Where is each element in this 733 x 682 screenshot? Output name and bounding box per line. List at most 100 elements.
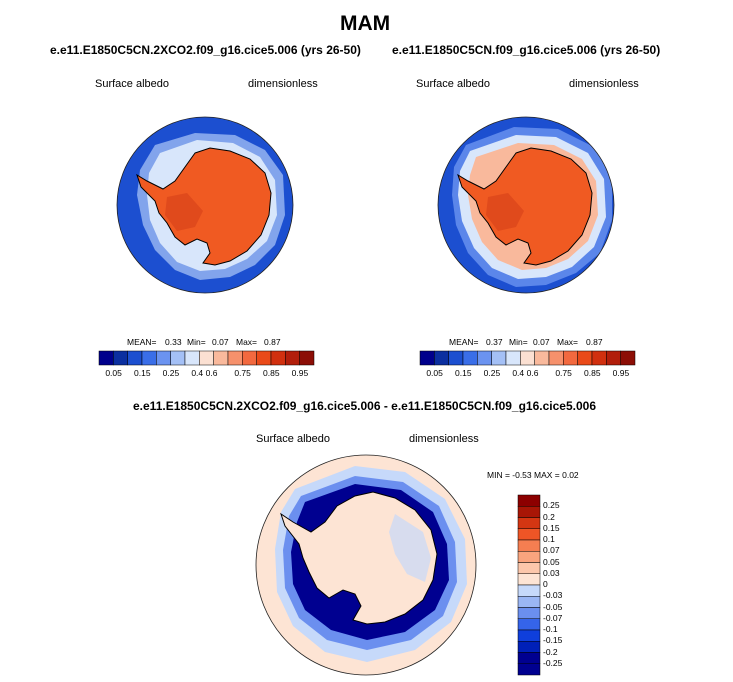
colorbar-swatch <box>517 641 541 653</box>
colorbar-tick-label: 0.05 <box>543 556 560 567</box>
colorbar-tick-label: 0.95 <box>612 368 630 378</box>
colorbar-swatch <box>517 652 541 664</box>
colorbar-swatch <box>98 350 114 366</box>
colorbar-tick-label: 0.1 <box>543 534 555 544</box>
colorbar-swatch <box>213 350 229 366</box>
panel2-polar-map <box>437 116 615 294</box>
colorbar-swatch <box>517 584 541 597</box>
colorbar-tick-label: -0.03 <box>543 590 563 601</box>
colorbar-swatch <box>548 350 564 366</box>
panel3-polar-map <box>255 454 477 676</box>
colorbar-tick-label: 0.75 <box>234 368 251 378</box>
colorbar-swatch <box>434 350 449 366</box>
colorbar-swatch <box>517 663 541 676</box>
panel3-colorbar <box>517 494 541 676</box>
colorbar-swatch <box>242 350 257 366</box>
colorbar-swatch <box>517 573 541 586</box>
panel2-variable-label: Surface albedo <box>416 78 490 90</box>
colorbar-tick-label: 0.15 <box>134 368 151 378</box>
colorbar-swatch <box>270 350 286 366</box>
colorbar-tick-label: 0.75 <box>555 368 572 378</box>
colorbar-tick-label: 0.03 <box>543 567 560 578</box>
panel2-ice-shelf <box>486 193 524 231</box>
colorbar-tick-label: 0.25 <box>483 368 501 378</box>
panel1-min-label: Min= <box>187 337 206 347</box>
colorbar-swatch <box>517 539 541 552</box>
colorbar-swatch <box>517 607 541 619</box>
colorbar-swatch <box>448 350 464 366</box>
colorbar-tick-label: 0.05 <box>426 368 443 378</box>
colorbar-tick-label: 0.25 <box>543 500 560 511</box>
panel1-max-label: Max= <box>236 337 258 347</box>
colorbar-swatch <box>517 618 541 631</box>
colorbar-swatch <box>113 350 128 366</box>
colorbar-tick-label: -0.2 <box>543 646 558 657</box>
colorbar-tick-label: 0.05 <box>105 368 122 378</box>
colorbar-swatch <box>534 350 550 366</box>
colorbar-swatch <box>170 350 186 366</box>
colorbar-tick-label: 0.25 <box>162 368 180 378</box>
panel1-polar-map <box>116 116 294 294</box>
colorbar-tick-label: 0.07 <box>543 545 560 556</box>
colorbar-tick-label: -0.15 <box>543 635 563 646</box>
panel2-colorbar <box>419 350 636 366</box>
panel1-title: e.e11.E1850C5CN.2XCO2.f09_g16.cice5.006 … <box>50 43 361 57</box>
panel3-units-label: dimensionless <box>409 433 479 445</box>
panel3-title: e.e11.E1850C5CN.2XCO2.f09_g16.cice5.006 … <box>133 399 596 413</box>
panel2-mean-label: MEAN= <box>449 337 479 347</box>
panel1-mean-label: MEAN= <box>127 337 157 347</box>
panel2-min-label: Min= <box>509 337 528 347</box>
colorbar-swatch <box>591 350 607 366</box>
panel2-mean-value: 0.37 <box>486 337 503 347</box>
panel2-title: e.e11.E1850C5CN.f09_g16.cice5.006 (yrs 2… <box>392 43 661 57</box>
colorbar-tick-label: -0.1 <box>543 624 558 634</box>
colorbar-swatch <box>285 350 300 366</box>
colorbar-tick-label: 0.15 <box>543 522 560 533</box>
colorbar-swatch <box>184 350 200 366</box>
colorbar-swatch <box>127 350 143 366</box>
colorbar-tick-label: 0.85 <box>584 368 601 378</box>
colorbar-swatch <box>620 350 636 366</box>
panel1-colorbar <box>98 350 315 366</box>
panel2-units-label: dimensionless <box>569 78 639 90</box>
colorbar-tick-label: 0.95 <box>291 368 309 378</box>
colorbar-swatch <box>517 528 541 541</box>
colorbar-tick-label: 0.4 <box>191 368 204 378</box>
colorbar-swatch <box>517 517 541 529</box>
colorbar-tick-label: 0.2 <box>543 511 555 522</box>
colorbar-swatch <box>606 350 621 366</box>
panel2-max-value: 0.87 <box>586 337 603 347</box>
colorbar-swatch <box>520 350 535 366</box>
panel3-min-max: MIN = -0.53 MAX = 0.02 <box>487 470 579 480</box>
colorbar-swatch <box>419 350 435 366</box>
colorbar-swatch <box>256 350 272 366</box>
panel1-ice-shelf <box>165 193 203 231</box>
colorbar-tick-label: -0.07 <box>543 612 563 623</box>
colorbar-tick-label: -0.05 <box>543 601 563 612</box>
colorbar-swatch <box>517 551 541 563</box>
panel1-max-value: 0.87 <box>264 337 281 347</box>
panel1-units-label: dimensionless <box>248 78 318 90</box>
panel1-min-value: 0.07 <box>212 337 229 347</box>
panel2-min-value: 0.07 <box>533 337 550 347</box>
colorbar-swatch <box>517 596 541 608</box>
colorbar-swatch <box>156 350 171 366</box>
colorbar-swatch <box>563 350 578 366</box>
panel1-variable-label: Surface albedo <box>95 78 169 90</box>
colorbar-swatch <box>462 350 478 366</box>
colorbar-tick-label: 0.6 <box>526 368 539 378</box>
colorbar-swatch <box>517 562 541 574</box>
colorbar-swatch <box>477 350 492 366</box>
colorbar-tick-label: -0.25 <box>543 657 563 668</box>
colorbar-swatch <box>517 629 541 642</box>
panel2-antarctic-ice <box>457 147 593 266</box>
colorbar-swatch <box>141 350 157 366</box>
panel1-mean-value: 0.33 <box>165 337 182 347</box>
panel3-variable-label: Surface albedo <box>256 433 330 445</box>
colorbar-tick-label: 0.4 <box>512 368 525 378</box>
colorbar-swatch <box>299 350 315 366</box>
colorbar-tick-label: 0 <box>543 579 548 589</box>
colorbar-tick-label: 0.15 <box>455 368 472 378</box>
panel1-antarctic-ice <box>136 147 272 266</box>
colorbar-tick-label: 0.6 <box>205 368 218 378</box>
